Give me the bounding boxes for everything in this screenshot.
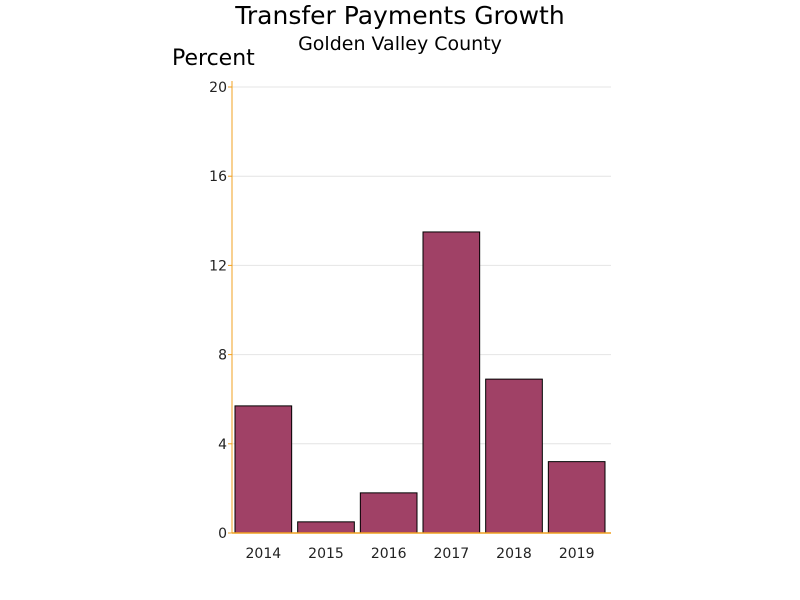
y-axis-label: Percent — [172, 46, 255, 71]
x-tick-label: 2016 — [371, 546, 407, 562]
bars — [234, 231, 606, 534]
y-tick-label: 8 — [218, 348, 227, 364]
x-ticks: 2014 2015 2016 2017 2018 2019 — [246, 546, 595, 562]
bar — [422, 231, 481, 534]
y-ticks: 0 4 8 12 16 20 — [209, 80, 227, 542]
y-tick-label: 16 — [209, 169, 227, 185]
bar — [359, 492, 418, 534]
bar — [297, 521, 355, 534]
x-tick-label: 2018 — [496, 546, 532, 562]
chart-title: Transfer Payments Growth — [235, 1, 565, 30]
y-tick-label: 12 — [209, 258, 227, 274]
bar — [547, 461, 606, 534]
axes — [228, 81, 611, 534]
y-tick-label: 20 — [209, 80, 227, 96]
y-tick-label: 4 — [218, 437, 227, 453]
bar — [485, 378, 543, 534]
y-tick-label: 0 — [218, 526, 227, 542]
x-tick-label: 2017 — [434, 546, 470, 562]
x-tick-label: 2019 — [559, 546, 595, 562]
x-tick-label: 2014 — [246, 546, 282, 562]
bar — [234, 405, 293, 534]
x-tick-label: 2015 — [308, 546, 344, 562]
chart-subtitle: Golden Valley County — [298, 33, 502, 55]
